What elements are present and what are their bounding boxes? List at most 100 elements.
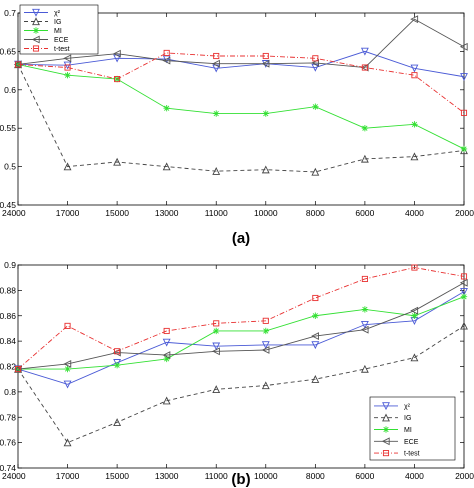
series-line xyxy=(17,267,465,370)
data-point xyxy=(162,56,171,65)
chart-2: 0.74 0.76 0.78 0.8 0.82 0.84 0.86 0.88 0.9 24000 1… xyxy=(0,260,474,488)
data-point xyxy=(213,110,220,117)
data-point xyxy=(63,162,72,171)
data-point xyxy=(411,121,418,128)
x-tick-label: 6000 xyxy=(355,208,374,218)
y-tick-label: 0.76 xyxy=(0,438,16,448)
y-tick-label: 0.45 xyxy=(0,200,16,210)
data-point xyxy=(311,341,320,350)
data-point xyxy=(163,327,170,335)
legend-label: MI xyxy=(404,427,412,434)
series-4 xyxy=(14,49,468,116)
data-point xyxy=(64,64,71,71)
legend-label: IG xyxy=(54,19,61,26)
data-point xyxy=(213,320,220,327)
legend-label: χ² xyxy=(404,403,411,410)
data-point xyxy=(361,64,368,71)
series-line xyxy=(17,50,465,78)
legend-label: t-test xyxy=(54,46,70,53)
data-point xyxy=(312,312,319,319)
series-2 xyxy=(14,293,468,373)
x-tick-label: 6000 xyxy=(355,471,374,481)
data-point xyxy=(64,72,71,79)
data-point xyxy=(212,385,221,393)
legend-label: ECE xyxy=(404,439,419,446)
data-point xyxy=(360,320,369,329)
data-point xyxy=(63,360,72,368)
legend-marker xyxy=(382,413,390,422)
x-tick-label: 15000 xyxy=(105,471,129,481)
data-point xyxy=(361,125,369,132)
legend: χ² IG MI ECE t-test xyxy=(369,396,456,461)
legend-label: χ² xyxy=(54,10,61,17)
data-point xyxy=(360,154,369,163)
data-point xyxy=(14,365,22,373)
data-point xyxy=(63,380,72,389)
y-tick-label: 0.9 xyxy=(4,260,16,270)
x-tick-label: 4000 xyxy=(405,471,424,481)
y-tick-label: 0.86 xyxy=(0,311,16,321)
data-point xyxy=(311,167,320,176)
x-tick-label: 2000 xyxy=(455,471,474,481)
data-point xyxy=(212,347,220,356)
data-point xyxy=(212,167,221,175)
data-point xyxy=(162,338,171,347)
data-point xyxy=(459,42,468,51)
legend-label: MI xyxy=(54,28,62,35)
data-point xyxy=(410,306,419,315)
data-point xyxy=(162,351,171,360)
y-tick-label: 0.84 xyxy=(0,336,16,346)
data-point xyxy=(261,346,270,354)
data-point xyxy=(459,278,468,287)
data-point xyxy=(261,341,270,350)
legend-marker xyxy=(382,426,390,433)
data-point xyxy=(64,365,71,373)
legend-box xyxy=(369,396,456,461)
data-point xyxy=(163,355,170,363)
data-point xyxy=(411,312,418,319)
x-tick-label: 17000 xyxy=(56,471,80,481)
data-point xyxy=(460,73,468,81)
x-tick-label: 10000 xyxy=(254,208,278,218)
legend-marker xyxy=(32,27,40,34)
data-point xyxy=(261,381,270,390)
data-point xyxy=(13,365,22,373)
series-line xyxy=(17,64,465,150)
data-point xyxy=(14,365,22,373)
x-tick-label: 13000 xyxy=(155,471,179,481)
data-point xyxy=(212,59,220,68)
data-point xyxy=(113,157,122,166)
x-tick-label: 2000 xyxy=(455,208,474,218)
data-point xyxy=(410,353,419,362)
data-point xyxy=(361,306,369,313)
data-point xyxy=(410,64,419,73)
x-tick-label: 8000 xyxy=(306,471,325,481)
data-point xyxy=(212,342,221,351)
data-point xyxy=(460,145,468,153)
x-tick-label: 17000 xyxy=(56,208,80,218)
data-point xyxy=(360,47,369,56)
data-point xyxy=(261,165,270,174)
legend-marker xyxy=(381,437,390,446)
data-point xyxy=(311,332,319,340)
y-tick-label: 0.78 xyxy=(0,412,16,422)
series-line xyxy=(17,291,465,385)
data-point xyxy=(360,325,369,334)
data-point xyxy=(114,75,121,83)
y-tick-label: 0.7 xyxy=(4,8,16,18)
data-point xyxy=(113,359,122,367)
data-point xyxy=(63,438,72,447)
x-tick-label: 8000 xyxy=(306,208,325,218)
data-point xyxy=(63,54,72,63)
legend-marker xyxy=(32,17,40,26)
data-point xyxy=(262,110,269,117)
y-tick-label: 0.82 xyxy=(0,362,16,372)
y-tick-label: 0.8 xyxy=(4,387,16,397)
chart-1: 0.45 0.5 0.55 0.6 0.65 0.7 24000 17000 15000 1300… xyxy=(0,4,474,247)
data-point xyxy=(163,49,170,56)
data-point xyxy=(114,348,121,355)
data-point xyxy=(312,103,319,110)
data-point xyxy=(360,364,369,373)
y-tick-label: 0.74 xyxy=(0,463,16,473)
